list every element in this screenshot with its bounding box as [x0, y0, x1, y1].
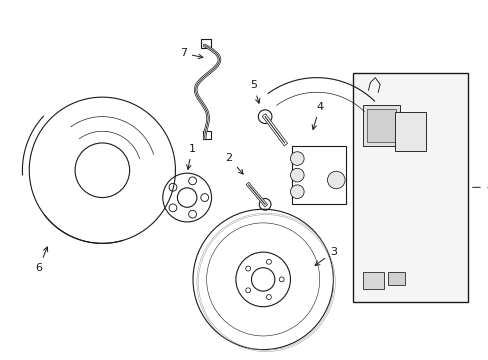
- Text: 2: 2: [225, 153, 243, 174]
- Bar: [387, 272, 405, 285]
- Circle shape: [259, 198, 270, 210]
- Text: 6: 6: [36, 247, 48, 273]
- Circle shape: [258, 110, 271, 123]
- Circle shape: [188, 177, 196, 185]
- Bar: [201, 39, 210, 48]
- Text: 8: 8: [471, 182, 488, 192]
- Circle shape: [327, 171, 345, 189]
- Bar: [203, 131, 210, 139]
- Text: 7: 7: [179, 48, 203, 59]
- Circle shape: [188, 210, 196, 218]
- Circle shape: [290, 168, 304, 182]
- Circle shape: [169, 183, 177, 191]
- Circle shape: [169, 204, 177, 212]
- Text: 5: 5: [249, 80, 259, 103]
- Bar: [352, 73, 467, 302]
- Bar: [292, 146, 346, 204]
- Bar: [362, 272, 383, 289]
- Text: 8: 8: [485, 182, 488, 192]
- Text: 1: 1: [186, 144, 195, 170]
- Bar: [366, 109, 395, 142]
- Text: 4: 4: [311, 102, 323, 130]
- Circle shape: [201, 194, 208, 202]
- Bar: [394, 112, 425, 151]
- Circle shape: [290, 152, 304, 165]
- Circle shape: [290, 185, 304, 198]
- Bar: [362, 105, 399, 146]
- Text: 3: 3: [314, 247, 336, 265]
